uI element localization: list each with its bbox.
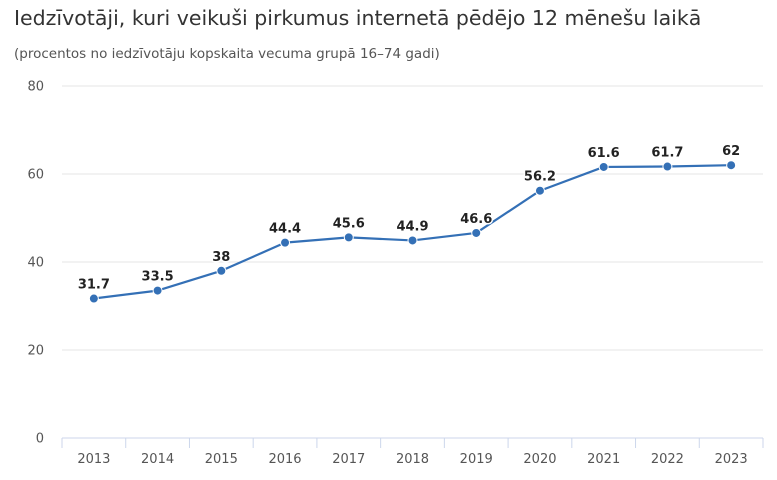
x-tick-label: 2019 (460, 452, 493, 467)
data-point[interactable] (152, 285, 163, 296)
data-label: 61.7 (651, 146, 683, 161)
series (88, 160, 737, 304)
gridlines (62, 85, 763, 351)
x-tick-label: 2013 (77, 452, 110, 467)
x-tick-label: 2020 (523, 452, 556, 467)
x-tick-label: 2017 (332, 452, 365, 467)
chart-title: Iedzīvotāji, kuri veikuši pirkumus inter… (14, 6, 702, 30)
y-tick-label: 60 (27, 168, 44, 183)
data-point[interactable] (662, 161, 673, 172)
x-tick-label: 2014 (141, 452, 174, 467)
data-point[interactable] (343, 232, 354, 243)
x-tick-label: 2021 (587, 452, 620, 467)
data-label: 62 (722, 144, 740, 159)
x-tick-label: 2015 (205, 452, 238, 467)
y-tick-label: 80 (27, 80, 44, 95)
data-labels: 31.7 33.5 38 44.4 45.6 44.9 46.6 56.2 61.6 61.7 62 (76, 143, 741, 294)
x-tick-label: 2023 (715, 452, 748, 467)
y-tick-label: 40 (27, 256, 44, 271)
axes (61, 437, 764, 448)
data-point[interactable] (598, 161, 609, 172)
chart-subtitle: (procentos no iedzīvotāju kopskaita vecu… (14, 46, 440, 62)
y-tick-label: 0 (36, 432, 44, 447)
x-tick-label: 2022 (651, 452, 684, 467)
data-label: 45.6 (333, 216, 365, 231)
data-point[interactable] (280, 237, 291, 248)
data-label: 56.2 (524, 170, 556, 185)
data-point[interactable] (471, 227, 482, 238)
data-label: 61.6 (588, 146, 620, 161)
x-tick-label: 2016 (268, 452, 301, 467)
y-tick-label: 20 (27, 344, 44, 359)
data-label: 44.9 (396, 219, 428, 234)
data-label: 46.6 (460, 212, 492, 227)
data-point[interactable] (534, 185, 545, 196)
x-axis-tick-labels: 2013 2014 2015 2016 2017 2018 2019 2020 2021 2022… (77, 452, 747, 467)
data-label: 31.7 (78, 278, 110, 293)
data-point[interactable] (726, 160, 737, 171)
data-label: 33.5 (142, 270, 174, 285)
data-point[interactable] (88, 293, 99, 304)
data-label: 38 (212, 250, 230, 265)
y-axis-tick-labels: 0 20 40 60 80 (27, 80, 44, 447)
data-label: 44.4 (269, 222, 301, 237)
data-point[interactable] (407, 235, 418, 246)
x-tick-label: 2018 (396, 452, 429, 467)
data-point[interactable] (216, 265, 227, 276)
